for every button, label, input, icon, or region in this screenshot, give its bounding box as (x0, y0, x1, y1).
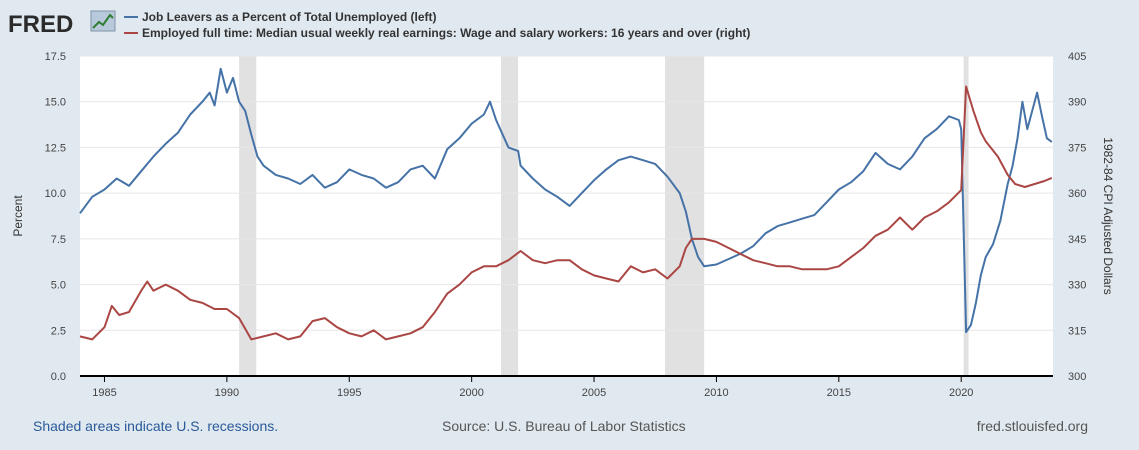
y-axis-left-ticks: 0.0 2.5 5.0 7.5 10.0 12.5 15.0 17.5 (45, 51, 66, 383)
y-right-tick-label: 330 (1068, 280, 1086, 292)
y-right-tick-label: 315 (1068, 325, 1086, 337)
recession-note-link[interactable]: Shaded areas indicate U.S. recessions. (33, 418, 278, 434)
legend: Job Leavers as a Percent of Total Unempl… (124, 10, 750, 40)
y-axis-left-title: Percent (11, 195, 25, 237)
y-right-tick-label: 345 (1068, 234, 1086, 246)
y-axis-right-ticks: 300 315 330 345 360 375 390 405 (1068, 51, 1086, 383)
x-tick-label: 2010 (704, 387, 728, 399)
x-tick-label: 1995 (337, 387, 361, 399)
y-right-tick-label: 375 (1068, 142, 1086, 154)
site-link[interactable]: fred.stlouisfed.org (977, 418, 1088, 434)
y-left-tick-label: 10.0 (45, 188, 66, 200)
x-tick-label: 2020 (949, 387, 973, 399)
legend-label-right[interactable]: Employed full time: Median usual weekly … (142, 26, 750, 40)
y-right-tick-label: 405 (1068, 51, 1086, 63)
plot-area (80, 56, 1053, 376)
source-note: Source: U.S. Bureau of Labor Statistics (442, 418, 686, 434)
fred-logo-graph-icon (91, 11, 115, 31)
y-right-tick-label: 390 (1068, 97, 1086, 109)
fred-logo-text: FRED (8, 11, 73, 38)
fred-logo[interactable]: FRED (8, 11, 115, 38)
y-left-tick-label: 17.5 (45, 51, 66, 63)
x-tick-label: 1985 (92, 387, 116, 399)
x-axis-ticks: 1985 1990 1995 2000 2005 2010 2015 2020 (92, 376, 973, 399)
y-right-tick-label: 360 (1068, 188, 1086, 200)
x-tick-label: 2005 (582, 387, 606, 399)
y-left-tick-label: 0.0 (51, 371, 66, 383)
y-left-tick-label: 5.0 (51, 280, 66, 292)
x-tick-label: 2015 (827, 387, 851, 399)
y-left-tick-label: 7.5 (51, 234, 66, 246)
y-axis-right-title: 1982-84 CPI Adjusted Dollars (1101, 137, 1115, 294)
y-left-tick-label: 15.0 (45, 97, 66, 109)
y-left-tick-label: 2.5 (51, 325, 66, 337)
fred-chart: FRED Job Leavers as a Percent of Total U… (0, 0, 1139, 450)
recession-band-2 (665, 56, 704, 376)
y-right-tick-label: 300 (1068, 371, 1086, 383)
x-tick-label: 1990 (215, 387, 239, 399)
x-tick-label: 2000 (459, 387, 483, 399)
legend-label-left[interactable]: Job Leavers as a Percent of Total Unempl… (142, 10, 437, 24)
y-left-tick-label: 12.5 (45, 142, 66, 154)
recession-band-1 (501, 56, 518, 376)
